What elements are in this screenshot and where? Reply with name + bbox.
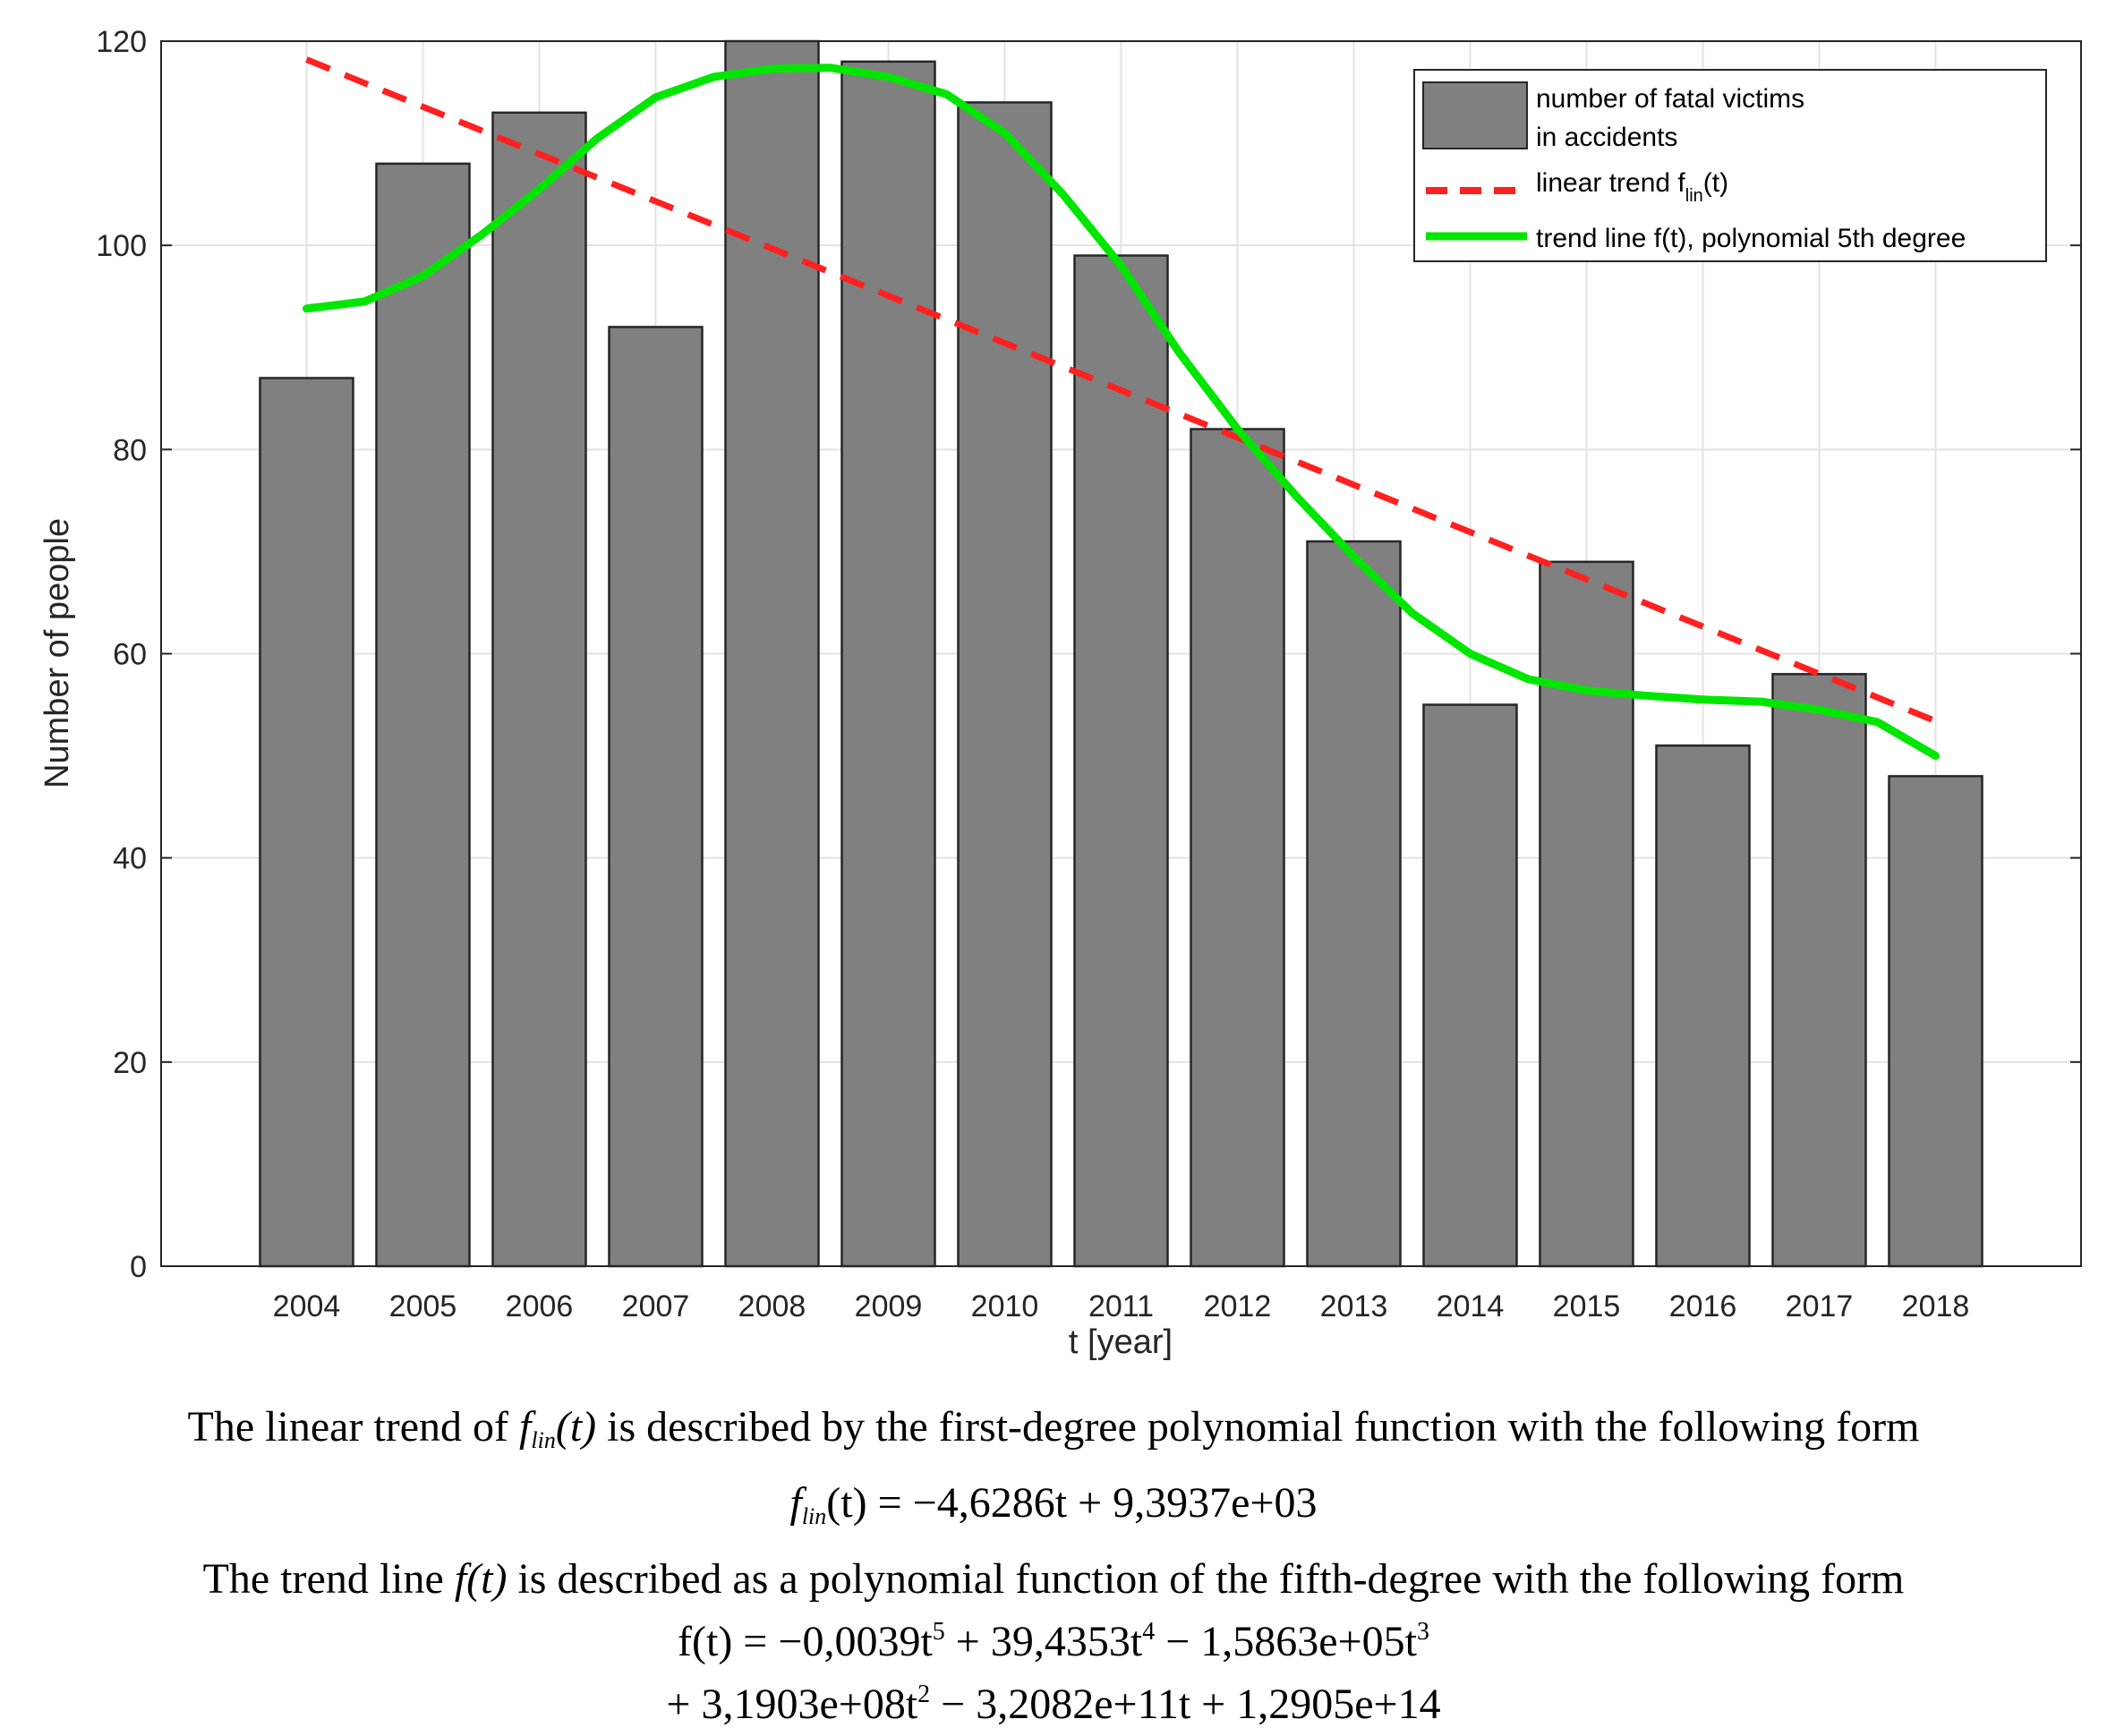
bar-2009 bbox=[840, 60, 936, 1268]
x-tick-label: 2005 bbox=[389, 1289, 457, 1323]
bar-2006 bbox=[491, 111, 587, 1268]
caption-line-2-linear-formula: flin(t) = −4,6286t + 9,3937e+03 bbox=[789, 1479, 1318, 1529]
legend-swatch-bars bbox=[1422, 81, 1528, 149]
y-tick-label: 120 bbox=[96, 25, 147, 59]
legend-label-linear: linear trend flin(t) bbox=[1536, 168, 1728, 206]
x-tick-label: 2009 bbox=[855, 1289, 923, 1323]
bar-2014 bbox=[1422, 703, 1518, 1268]
bars bbox=[259, 39, 1983, 1268]
bar-2017 bbox=[1771, 673, 1867, 1268]
x-tick-label: 2013 bbox=[1320, 1289, 1388, 1323]
legend-label-bars-line2: in accidents bbox=[1536, 123, 1677, 152]
y-tick-label: 80 bbox=[113, 433, 147, 467]
y-tick-label: 0 bbox=[130, 1250, 147, 1284]
caption-line-5-poly-formula: + 3,1903e+08t2 − 3,2082e+11t + 1,2905e+1… bbox=[666, 1681, 1441, 1728]
x-tick-labels: 2004 2005 2006 2007 2008 2009 2010 2011 2012 2013… bbox=[273, 1289, 1970, 1323]
caption-line-4-poly-formula: f(t) = −0,0039t5 + 39,4353t4 − 1,5863e+0… bbox=[678, 1618, 1429, 1665]
bar-2013 bbox=[1306, 540, 1402, 1268]
caption-line-1: The linear trend of flin(t) is described… bbox=[187, 1403, 1920, 1453]
caption-line-3: The trend line f(t) is described as a po… bbox=[202, 1555, 1905, 1603]
x-tick-label: 2016 bbox=[1669, 1289, 1737, 1323]
bar-2008 bbox=[724, 39, 820, 1268]
legend: number of fatal victims in accidents lin… bbox=[1413, 69, 2047, 262]
y-tick-label: 100 bbox=[96, 229, 147, 263]
bar-2007 bbox=[608, 326, 704, 1268]
x-tick-label: 2008 bbox=[738, 1289, 806, 1323]
legend-label-bars-line1: number of fatal victims bbox=[1536, 84, 1804, 114]
legend-label-poly: trend line f(t), polynomial 5th degree bbox=[1536, 224, 1966, 253]
bar-2016 bbox=[1655, 744, 1751, 1268]
x-tick-label: 2004 bbox=[273, 1289, 341, 1323]
bar-2015 bbox=[1539, 560, 1634, 1268]
x-axis-title: t [year] bbox=[1069, 1323, 1173, 1361]
chart: 0 20 40 60 80 100 120 2004 2005 2006 2007 2008 2009… bbox=[38, 25, 2082, 1361]
bar-2010 bbox=[957, 101, 1053, 1268]
y-tick-label: 60 bbox=[113, 638, 147, 672]
x-tick-label: 2018 bbox=[1902, 1289, 1970, 1323]
x-tick-label: 2012 bbox=[1204, 1289, 1272, 1323]
y-tick-label: 40 bbox=[113, 842, 147, 876]
x-tick-label: 2014 bbox=[1437, 1289, 1505, 1323]
bar-2004 bbox=[259, 377, 354, 1268]
trend-lines bbox=[303, 56, 1940, 761]
x-tick-label: 2015 bbox=[1553, 1289, 1621, 1323]
caption: The linear trend of flin(t) is described… bbox=[0, 1396, 2107, 1736]
x-tick-label: 2006 bbox=[506, 1289, 574, 1323]
bar-2011 bbox=[1073, 254, 1169, 1268]
x-tick-label: 2007 bbox=[622, 1289, 690, 1323]
x-tick-label: 2017 bbox=[1786, 1289, 1854, 1323]
y-tick-label: 20 bbox=[113, 1046, 147, 1080]
linear-trend-line bbox=[305, 56, 1937, 725]
x-tick-label: 2010 bbox=[971, 1289, 1039, 1323]
y-tick-labels: 0 20 40 60 80 100 120 bbox=[96, 25, 147, 1284]
bar-2018 bbox=[1888, 775, 1983, 1268]
plot-frame bbox=[160, 40, 2082, 1267]
polynomial-trend-line bbox=[303, 64, 1940, 761]
x-tick-label: 2011 bbox=[1088, 1289, 1154, 1323]
bar-2005 bbox=[375, 162, 471, 1268]
y-axis-title: Number of people bbox=[38, 518, 76, 788]
bar-2012 bbox=[1190, 428, 1285, 1268]
